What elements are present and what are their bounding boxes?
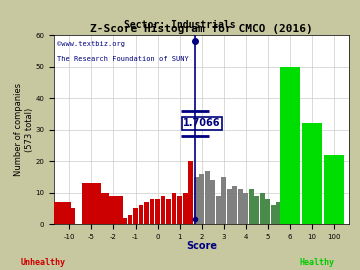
Bar [81, 183, 102, 224]
Bar [51, 202, 71, 224]
Bar [254, 196, 259, 224]
Bar [161, 196, 166, 224]
Bar [324, 218, 344, 224]
Bar [199, 174, 204, 224]
Bar [96, 196, 116, 224]
Bar [282, 205, 287, 224]
Text: Unhealthy: Unhealthy [21, 258, 66, 266]
Bar [324, 155, 344, 224]
Bar [127, 215, 132, 224]
Y-axis label: Number of companies
(573 total): Number of companies (573 total) [14, 83, 34, 176]
Bar [205, 171, 210, 224]
Bar [155, 199, 160, 224]
Text: The Research Foundation of SUNY: The Research Foundation of SUNY [57, 56, 189, 62]
X-axis label: Score: Score [186, 241, 217, 251]
Bar [166, 199, 171, 224]
Bar [216, 196, 221, 224]
Text: ©www.textbiz.org: ©www.textbiz.org [57, 41, 125, 47]
Title: Z-Score Histogram for CMCO (2016): Z-Score Histogram for CMCO (2016) [90, 24, 313, 34]
Bar [104, 196, 123, 224]
Bar [133, 208, 138, 224]
Bar [249, 190, 253, 224]
Bar [188, 161, 193, 224]
Text: Sector: Industrials: Sector: Industrials [124, 20, 236, 30]
Bar [271, 205, 276, 224]
Bar [265, 199, 270, 224]
Bar [122, 218, 127, 224]
Text: 1.7066: 1.7066 [183, 118, 221, 128]
Bar [260, 193, 265, 224]
Bar [150, 199, 154, 224]
Bar [183, 193, 188, 224]
Bar [243, 193, 248, 224]
Bar [210, 180, 215, 224]
Bar [227, 190, 231, 224]
Bar [221, 177, 226, 224]
Bar [232, 186, 237, 224]
Bar [302, 123, 322, 224]
Bar [139, 205, 143, 224]
Bar [144, 202, 149, 224]
Bar [89, 193, 109, 224]
Text: Healthy: Healthy [299, 258, 334, 266]
Bar [276, 202, 281, 224]
Bar [238, 190, 243, 224]
Bar [55, 208, 75, 224]
Bar [280, 67, 300, 224]
Bar [194, 177, 198, 224]
Bar [172, 193, 176, 224]
Bar [177, 196, 182, 224]
